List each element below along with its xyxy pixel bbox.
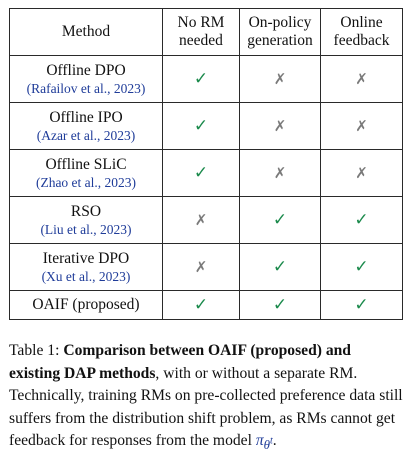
policy-symbol-pi: π xyxy=(255,432,264,449)
method-cell: Iterative DPO (Xu et al., 2023) xyxy=(9,243,163,291)
header-on-policy-line1: On-policy xyxy=(248,14,312,31)
header-method-label: Method xyxy=(61,23,111,40)
header-on-policy: On-policy generation xyxy=(239,8,321,56)
method-name: Iterative DPO xyxy=(42,249,130,267)
on-policy-cell: ✗ xyxy=(239,102,321,150)
on-policy-cross-icon: ✗ xyxy=(273,70,287,88)
comparison-table-container: Method No RM needed On-policy generation… xyxy=(9,8,403,320)
on-policy-cross-icon: ✗ xyxy=(273,164,287,182)
method-cell: RSO (Liu et al., 2023) xyxy=(9,196,163,244)
online-feedback-check-icon: ✓ xyxy=(354,210,369,230)
on-policy-cross-icon: ✗ xyxy=(273,117,287,135)
on-policy-check-icon: ✓ xyxy=(272,210,288,230)
citation-link[interactable]: (Zhao et al., 2023) xyxy=(35,174,137,190)
citation-link[interactable]: (Rafailov et al., 2023) xyxy=(26,80,146,96)
header-online-feedback: Online feedback xyxy=(320,8,403,56)
no-rm-cross-icon: ✗ xyxy=(194,211,208,229)
citation-link[interactable]: (Liu et al., 2023) xyxy=(40,221,132,237)
method-cell: Offline IPO (Azar et al., 2023) xyxy=(9,102,163,150)
online-feedback-cross-icon: ✗ xyxy=(355,70,368,88)
table-row: Iterative DPO (Xu et al., 2023) ✗ ✓ ✓ xyxy=(9,243,403,291)
no-rm-cell: ✓ xyxy=(162,102,240,150)
header-no-rm: No RM needed xyxy=(162,8,240,56)
policy-symbol-theta: θ xyxy=(263,437,271,453)
no-rm-cross-icon: ✗ xyxy=(194,258,208,276)
online-feedback-check-icon: ✓ xyxy=(354,295,369,315)
caption-bold: Comparison between OAIF (proposed) and e… xyxy=(9,342,351,382)
comparison-table: Method No RM needed On-policy generation… xyxy=(9,8,403,320)
header-online-line1: Online xyxy=(340,14,383,31)
table-caption: Table 1: Comparison between OAIF (propos… xyxy=(9,340,403,457)
no-rm-cell: ✗ xyxy=(162,196,240,244)
no-rm-cell: ✓ xyxy=(162,55,240,103)
on-policy-cell: ✓ xyxy=(239,196,321,244)
online-feedback-check-icon: ✓ xyxy=(354,257,369,277)
online-feedback-cell: ✓ xyxy=(320,196,403,244)
policy-symbol-sup: t xyxy=(270,435,273,447)
online-feedback-cell: ✗ xyxy=(320,149,403,197)
online-feedback-cell: ✗ xyxy=(320,102,403,150)
method-name: RSO xyxy=(70,202,102,220)
on-policy-check-icon: ✓ xyxy=(272,257,288,277)
on-policy-cell: ✗ xyxy=(239,55,321,103)
table-row: Offline IPO (Azar et al., 2023) ✓ ✗ ✗ xyxy=(9,102,403,150)
table-header-row: Method No RM needed On-policy generation… xyxy=(9,8,403,56)
caption-end: . xyxy=(272,432,277,449)
no-rm-cell: ✓ xyxy=(162,290,240,320)
caption-label: Table 1: xyxy=(9,342,60,359)
header-no-rm-line1: No RM xyxy=(177,14,225,31)
table-row: Offline DPO (Rafailov et al., 2023) ✓ ✗ … xyxy=(9,55,403,103)
method-name: OAIF (proposed) xyxy=(32,296,140,313)
header-method: Method xyxy=(9,8,163,56)
header-on-policy-line2: generation xyxy=(247,32,313,49)
table-row: OAIF (proposed) ✓ ✓ ✓ xyxy=(9,290,403,320)
citation-link[interactable]: (Xu et al., 2023) xyxy=(41,268,131,284)
citation-link[interactable]: (Azar et al., 2023) xyxy=(36,127,136,143)
no-rm-check-icon: ✓ xyxy=(193,116,209,136)
method-cell: Offline SLiC (Zhao et al., 2023) xyxy=(9,149,163,197)
online-feedback-cell: ✗ xyxy=(320,55,403,103)
header-online-line2: feedback xyxy=(333,32,390,49)
no-rm-cell: ✓ xyxy=(162,149,240,197)
on-policy-cell: ✓ xyxy=(239,290,321,320)
method-name: Offline IPO xyxy=(49,108,123,126)
method-name: Offline DPO xyxy=(46,61,126,79)
online-feedback-cross-icon: ✗ xyxy=(355,164,368,182)
online-feedback-cell: ✓ xyxy=(320,243,403,291)
caption-text: , with or without a separate RM. Technic… xyxy=(9,364,403,450)
online-feedback-cell: ✓ xyxy=(320,290,403,320)
no-rm-check-icon: ✓ xyxy=(193,295,209,315)
method-cell: OAIF (proposed) xyxy=(9,290,163,320)
policy-symbol: πθt xyxy=(255,432,273,453)
method-name: Offline SLiC xyxy=(45,155,127,173)
method-cell: Offline DPO (Rafailov et al., 2023) xyxy=(9,55,163,103)
table-row: RSO (Liu et al., 2023) ✗ ✓ ✓ xyxy=(9,196,403,244)
no-rm-check-icon: ✓ xyxy=(193,69,209,89)
on-policy-check-icon: ✓ xyxy=(272,295,288,315)
no-rm-check-icon: ✓ xyxy=(193,163,209,183)
no-rm-cell: ✗ xyxy=(162,243,240,291)
on-policy-cell: ✗ xyxy=(239,149,321,197)
online-feedback-cross-icon: ✗ xyxy=(355,117,368,135)
table-row: Offline SLiC (Zhao et al., 2023) ✓ ✗ ✗ xyxy=(9,149,403,197)
on-policy-cell: ✓ xyxy=(239,243,321,291)
policy-symbol-sub: θt xyxy=(263,435,273,453)
header-no-rm-line2: needed xyxy=(179,32,223,49)
